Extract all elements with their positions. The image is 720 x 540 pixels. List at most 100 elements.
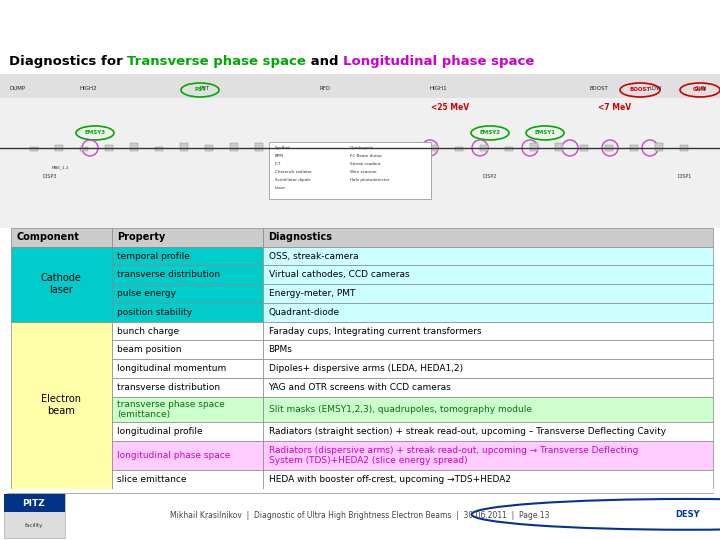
FancyBboxPatch shape: [269, 142, 431, 199]
Text: <7 MeV: <7 MeV: [598, 103, 631, 112]
Text: GUN: GUN: [693, 87, 707, 92]
Text: Cherenck radiator: Cherenck radiator: [275, 170, 312, 174]
Text: MBE_1.1: MBE_1.1: [51, 165, 68, 169]
Text: LOW: LOW: [650, 86, 662, 91]
Text: DESY: DESY: [675, 510, 700, 519]
Bar: [580, 143, 588, 151]
Text: DUMP: DUMP: [10, 86, 26, 91]
Text: ICT: ICT: [275, 162, 282, 166]
Bar: [263, 397, 713, 422]
Bar: [263, 322, 713, 340]
Bar: [305, 145, 313, 151]
Text: Faraday cups, Integrating current transformers: Faraday cups, Integrating current transf…: [269, 327, 481, 335]
Text: GUN: GUN: [695, 86, 707, 91]
Bar: [4, 494, 65, 538]
Text: Beam diagnostics at PITZ: Beam diagnostics at PITZ: [9, 15, 307, 35]
Text: DISP3: DISP3: [42, 174, 57, 179]
Bar: [112, 284, 263, 303]
Text: Quadrant-diode: Quadrant-diode: [269, 308, 340, 317]
Bar: [405, 143, 413, 151]
Text: transverse distribution: transverse distribution: [117, 271, 220, 279]
Text: transverse distribution: transverse distribution: [117, 383, 220, 392]
Text: Electron
beam: Electron beam: [41, 394, 81, 416]
Text: beam position: beam position: [117, 346, 182, 354]
Text: longitudinal momentum: longitudinal momentum: [117, 364, 227, 373]
Bar: [505, 147, 513, 151]
Text: Laser: Laser: [275, 186, 286, 190]
Bar: [11, 228, 112, 247]
Bar: [480, 143, 488, 151]
Bar: [112, 265, 263, 284]
Text: pulse energy: pulse energy: [117, 289, 176, 298]
Bar: [11, 322, 112, 489]
Text: HIGH2: HIGH2: [80, 86, 98, 91]
Text: bunch charge: bunch charge: [117, 327, 179, 335]
Bar: [105, 145, 113, 151]
Text: longitudinal profile: longitudinal profile: [117, 427, 203, 436]
Bar: [112, 397, 263, 422]
Bar: [112, 470, 263, 489]
Bar: [263, 470, 713, 489]
Bar: [112, 340, 263, 359]
Text: Radiators (dispersive arms) + streak read-out, upcoming → Transverse Deflecting
: Radiators (dispersive arms) + streak rea…: [269, 446, 638, 465]
Bar: [263, 441, 713, 470]
Text: BPM: BPM: [275, 154, 284, 158]
Text: and: and: [306, 55, 343, 68]
Bar: [263, 378, 713, 397]
Bar: [0, 74, 720, 98]
Bar: [555, 145, 563, 151]
Text: Dipoles+ dispersive arms (LEDA, HEDA1,2): Dipoles+ dispersive arms (LEDA, HEDA1,2): [269, 364, 463, 373]
Text: Component: Component: [17, 232, 79, 242]
Text: position stability: position stability: [117, 308, 193, 317]
Bar: [330, 147, 338, 151]
Text: Slit masks (EMSY1,2,3), quadrupoles, tomography module: Slit masks (EMSY1,2,3), quadrupoles, tom…: [269, 405, 531, 414]
Text: FC Beam dump: FC Beam dump: [350, 154, 382, 158]
Bar: [263, 359, 713, 378]
Bar: [530, 145, 538, 151]
Text: Streak readout: Streak readout: [350, 162, 380, 166]
Text: EMSY2: EMSY2: [480, 131, 500, 136]
Text: SynRad: SynRad: [275, 146, 291, 150]
Bar: [280, 147, 288, 151]
Bar: [155, 147, 163, 151]
Bar: [355, 143, 363, 151]
Text: Property: Property: [117, 232, 166, 242]
Text: PITZ: PITZ: [22, 498, 45, 508]
Bar: [263, 303, 713, 322]
Text: <25 MeV: <25 MeV: [431, 103, 469, 112]
Bar: [80, 145, 88, 151]
Bar: [655, 143, 663, 151]
Bar: [430, 145, 438, 151]
Text: Scintillator dipole: Scintillator dipole: [275, 178, 311, 182]
Text: BOOST: BOOST: [590, 86, 608, 91]
Bar: [263, 284, 713, 303]
Text: transverse phase space
(emittance): transverse phase space (emittance): [117, 400, 225, 419]
Text: Cathode
laser: Cathode laser: [41, 273, 81, 295]
Text: Energy-meter, PMT: Energy-meter, PMT: [269, 289, 355, 298]
Text: BOOST: BOOST: [629, 87, 651, 92]
Text: OSS, streak-camera: OSS, streak-camera: [269, 252, 358, 260]
Bar: [455, 143, 463, 151]
Text: temporal profile: temporal profile: [117, 252, 190, 260]
Bar: [263, 340, 713, 359]
Bar: [112, 441, 263, 470]
Bar: [180, 145, 188, 151]
Bar: [230, 147, 238, 151]
Text: HIGH1: HIGH1: [430, 86, 448, 91]
Bar: [205, 147, 213, 151]
Text: Virtual cathodes, CCD cameras: Virtual cathodes, CCD cameras: [269, 271, 409, 279]
Bar: [112, 378, 263, 397]
Bar: [130, 147, 138, 151]
Bar: [112, 303, 263, 322]
Bar: [112, 359, 263, 378]
Bar: [112, 422, 263, 441]
Text: Diagnostics for: Diagnostics for: [9, 55, 127, 68]
Text: HEDA with booster off-crest, upcoming →TDS+HEDA2: HEDA with booster off-crest, upcoming →T…: [269, 475, 510, 484]
Bar: [112, 322, 263, 340]
Text: Quadrupole: Quadrupole: [350, 146, 374, 150]
Text: Diagnostics: Diagnostics: [269, 232, 333, 242]
Text: EMSY3: EMSY3: [84, 131, 106, 136]
Text: EMSY1: EMSY1: [534, 131, 556, 136]
Text: Longitudinal phase space: Longitudinal phase space: [343, 55, 534, 68]
Text: PST: PST: [200, 86, 210, 91]
